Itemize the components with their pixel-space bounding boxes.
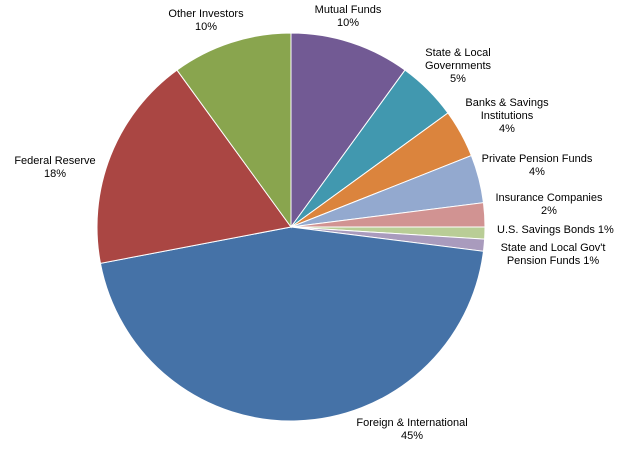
slice-label-mutual: Mutual Funds 10% (314, 4, 382, 29)
slice-label-other: Other Investors 10% (168, 8, 244, 33)
slice-label-private-pension: Private Pension Funds 4% (481, 153, 593, 178)
slice-label-state-local-pension: State and Local Gov't Pension Funds 1% (500, 242, 606, 267)
pie-slice-fed (96, 69, 292, 264)
slice-label-savings-bonds: U.S. Savings Bonds 1% (497, 224, 614, 236)
slice-label-state-local-gov: State & Local Governments 5% (424, 47, 492, 85)
pie-slice-other (176, 32, 292, 229)
slice-label-insurance: Insurance Companies 2% (495, 192, 603, 217)
pie-slice-foreign (99, 226, 485, 422)
pie-slice-mutual (290, 32, 406, 229)
slice-label-foreign: Foreign & International 45% (356, 417, 468, 442)
slice-label-banks: Banks & Savings Institutions 4% (465, 97, 549, 135)
slice-label-fed: Federal Reserve 18% (14, 155, 96, 180)
